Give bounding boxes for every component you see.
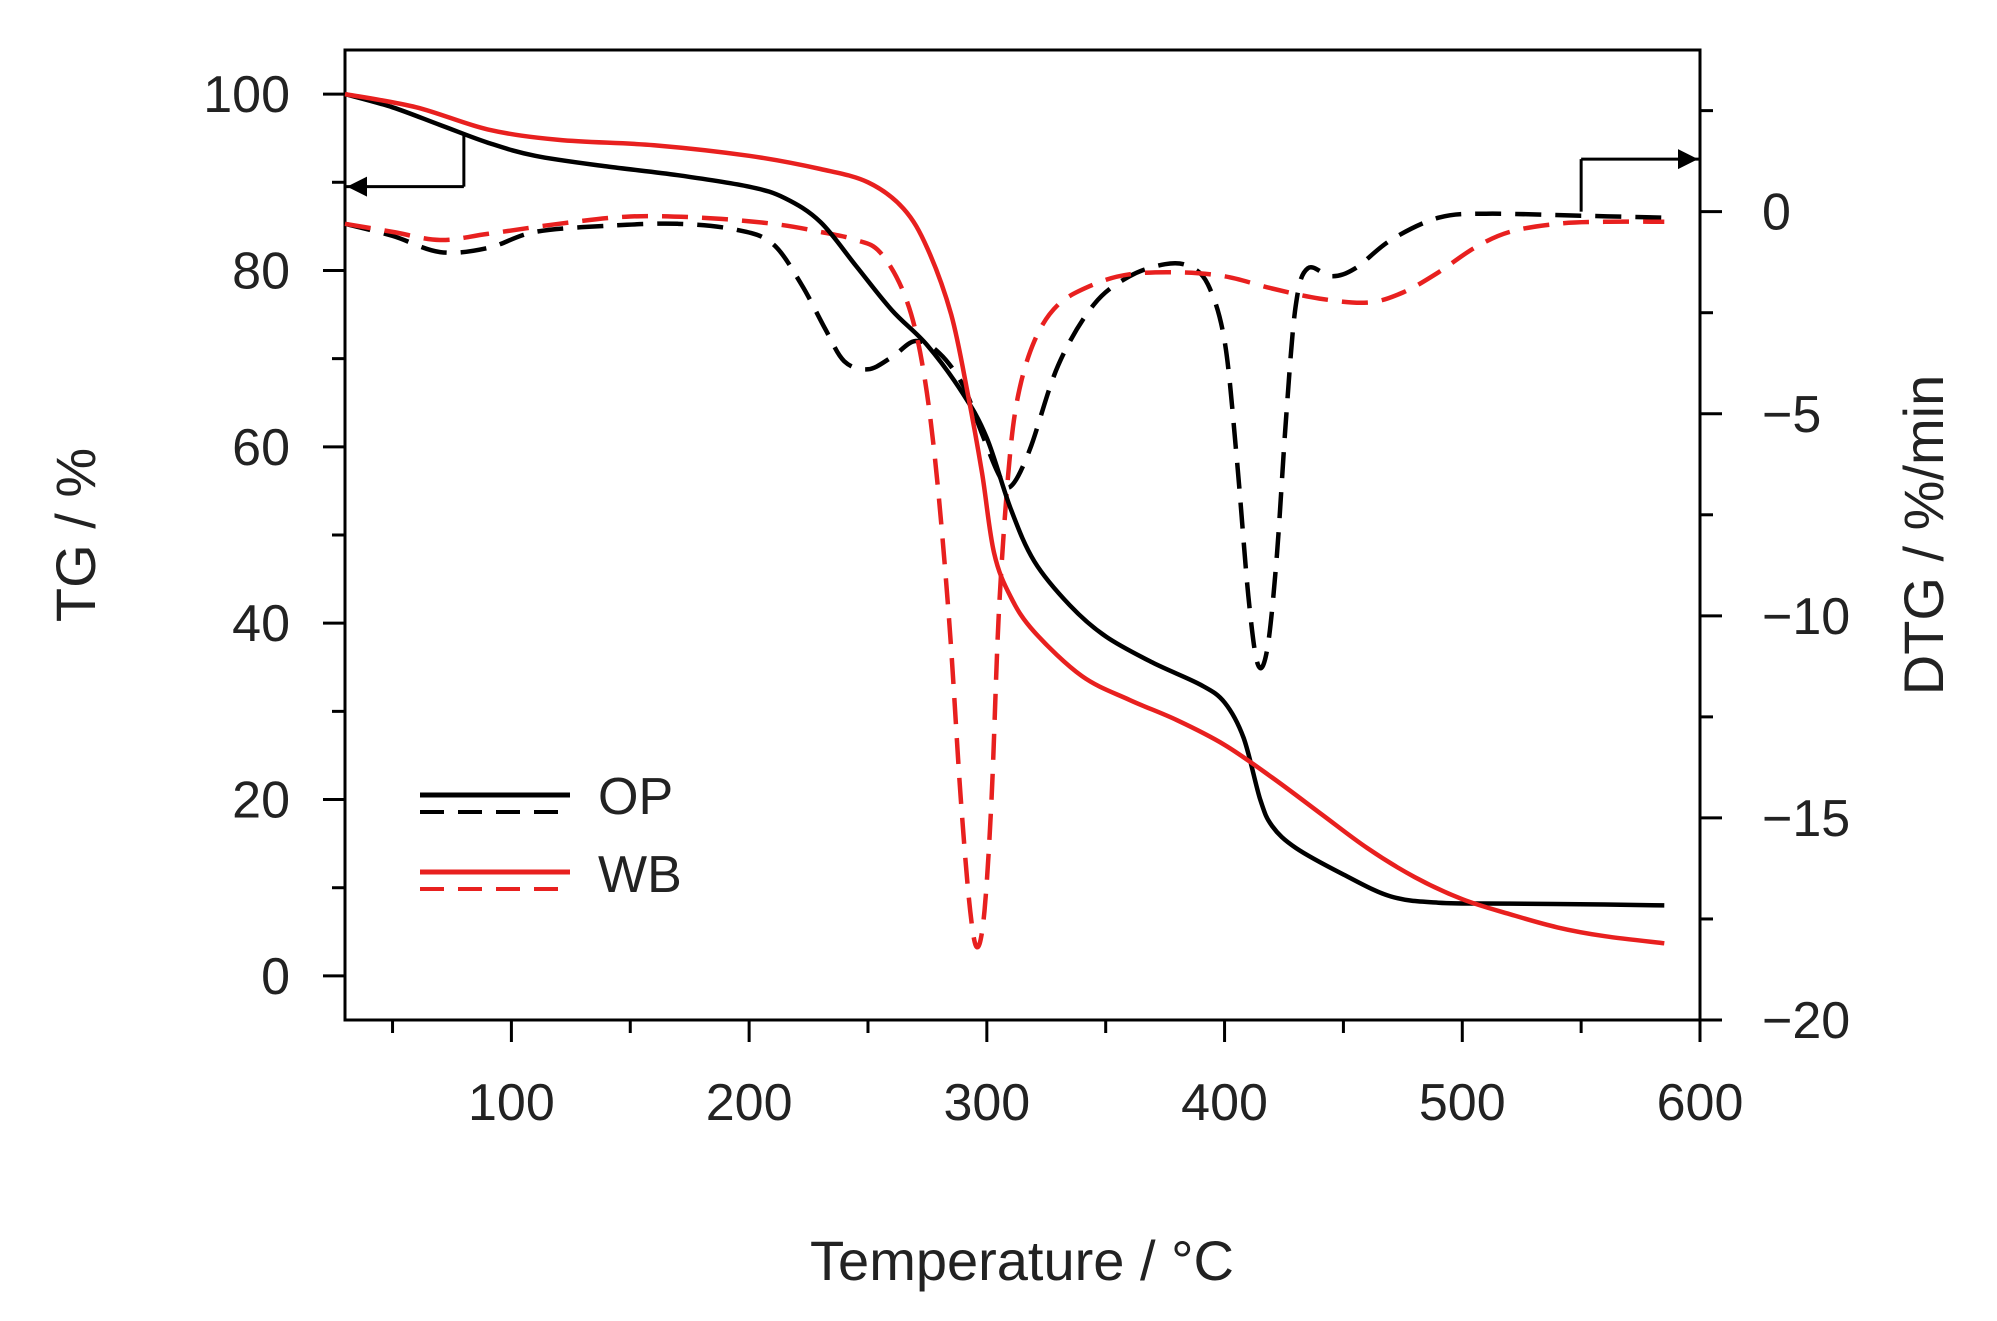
x-axis-ticks: 100 200 300 400 500 600: [391, 1020, 1744, 1132]
op-tg-line: [344, 91, 1665, 908]
legend-label-op: OP: [598, 768, 673, 826]
x-tick-label: 100: [468, 1074, 555, 1132]
left-y-tick-label: 40: [232, 595, 290, 653]
left-y-tick-label: 60: [232, 419, 290, 477]
x-tick-label: 200: [706, 1074, 793, 1132]
wb-dtg-line: [344, 213, 1665, 950]
right-y-tick-label: −20: [1762, 992, 1850, 1050]
x-axis-title: Temperature / °C: [810, 1229, 1234, 1292]
left-y-tick-label: 80: [232, 242, 290, 300]
axis-arrow-annotations: [345, 133, 1700, 212]
legend: OP WB: [420, 768, 682, 904]
x-tick-label: 600: [1657, 1074, 1744, 1132]
right-y-tick-label: −5: [1762, 386, 1821, 444]
x-tick-label: 500: [1419, 1074, 1506, 1132]
x-tick-label: 400: [1181, 1074, 1268, 1132]
right-y-axis-title: DTG / %/min: [1892, 375, 1955, 695]
right-y-axis-ticks: 0 −5 −10 −15 −20: [1700, 109, 1850, 1050]
right-y-tick-label: −10: [1762, 588, 1850, 646]
left-y-axis-ticks: 0 20 40 60 80 100: [203, 66, 345, 1006]
right-y-tick-label: −15: [1762, 790, 1850, 848]
left-y-axis-title: TG / %: [44, 448, 107, 622]
left-axis-arrowhead: [347, 176, 367, 197]
legend-label-wb: WB: [598, 846, 682, 904]
wb-tg-line: [344, 91, 1665, 946]
series-layer: [344, 91, 1665, 950]
left-y-tick-label: 100: [203, 66, 290, 124]
right-axis-arrowhead: [1678, 149, 1698, 170]
left-y-tick-label: 20: [232, 772, 290, 830]
op-dtg-line: [344, 211, 1665, 671]
x-tick-label: 300: [943, 1074, 1030, 1132]
left-y-tick-label: 0: [261, 948, 290, 1006]
right-y-tick-label: 0: [1762, 184, 1791, 242]
